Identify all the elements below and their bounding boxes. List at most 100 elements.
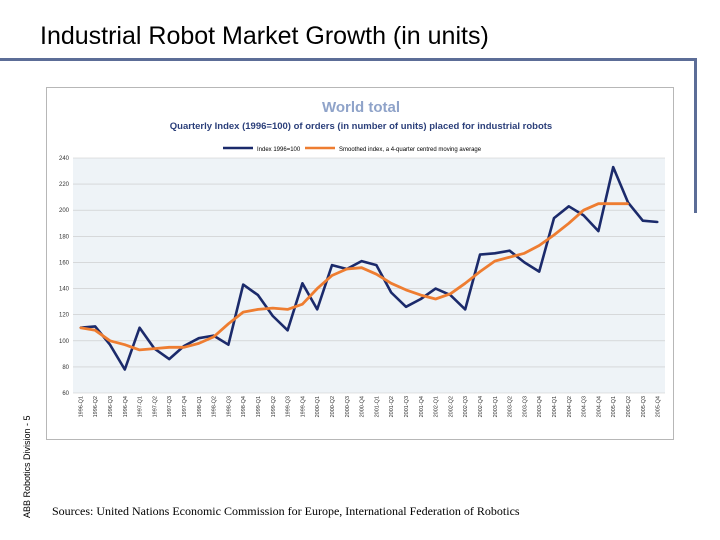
point-smoothed <box>582 209 585 212</box>
point-index <box>301 282 304 285</box>
point-smoothed <box>316 287 319 290</box>
point-smoothed <box>94 329 97 332</box>
point-index <box>434 287 437 290</box>
sources-note: Sources: United Nations Economic Commiss… <box>52 504 520 518</box>
point-smoothed <box>390 282 393 285</box>
x-tick-label: 2003-Q4 <box>537 396 543 417</box>
x-tick-label: 1996-Q3 <box>108 396 114 417</box>
y-tick-label: 160 <box>59 260 70 266</box>
x-tick-label: 2001-Q2 <box>389 396 395 417</box>
side-label: ABB Robotics Division - 5 <box>22 415 32 518</box>
point-smoothed <box>197 342 200 345</box>
series-line-smoothed <box>80 202 628 352</box>
x-tick-label: 2000-Q4 <box>360 396 366 417</box>
x-tick-label: 1999-Q1 <box>256 396 262 417</box>
point-smoothed <box>168 346 171 349</box>
point-index <box>286 329 289 332</box>
point-index <box>242 283 245 286</box>
y-tick-label: 140 <box>59 287 70 293</box>
x-tick-label: 1997-Q3 <box>167 396 173 417</box>
point-smoothed <box>553 234 555 236</box>
x-tick-label: 1998-Q2 <box>212 396 218 417</box>
x-tick-label: 2000-Q2 <box>330 396 336 417</box>
plot-area <box>73 158 665 393</box>
series-line-index <box>80 165 658 371</box>
point-index <box>508 249 511 252</box>
x-tick-label: 1997-Q2 <box>152 396 158 417</box>
legend: Index 1996=100 Smoothed index, a 4-quart… <box>223 146 482 153</box>
point-smoothed <box>301 303 304 306</box>
point-index <box>227 343 230 346</box>
point-smoothed <box>79 326 82 329</box>
point-index <box>612 166 615 169</box>
point-smoothed <box>375 273 378 276</box>
point-index <box>582 214 585 217</box>
point-index <box>553 217 555 220</box>
point-smoothed <box>153 347 156 350</box>
y-axis: 60 80 100 120 140 160 180 200 220 240 <box>59 156 70 397</box>
title-divider-right <box>694 58 697 213</box>
x-tick-label: 1996-Q1 <box>78 396 84 417</box>
point-smoothed <box>479 270 481 273</box>
x-tick-label: 1998-Q4 <box>241 396 247 417</box>
x-tick-label: 2003-Q3 <box>522 396 528 417</box>
chart-frame: World total Quarterly Index (1996=100) o… <box>46 87 674 440</box>
point-smoothed <box>331 274 333 277</box>
point-smoothed <box>123 343 126 346</box>
point-index <box>538 270 541 273</box>
legend-label-index: Index 1996=100 <box>257 147 301 153</box>
point-index <box>360 260 363 263</box>
point-index <box>464 308 467 311</box>
x-tick-label: 2002-Q1 <box>434 396 440 417</box>
y-tick-label: 220 <box>59 182 70 188</box>
point-index <box>597 230 600 233</box>
point-smoothed <box>419 294 422 297</box>
x-tick-label: 2000-Q3 <box>345 396 351 417</box>
point-smoothed <box>567 222 570 225</box>
x-tick-label: 2004-Q2 <box>567 396 573 417</box>
chart: World total Quarterly Index (1996=100) o… <box>47 88 673 439</box>
point-smoothed <box>493 260 496 263</box>
x-tick-label: 2000-Q1 <box>315 396 321 417</box>
point-smoothed <box>597 202 600 205</box>
point-smoothed <box>434 298 437 300</box>
y-tick-label: 120 <box>59 313 70 319</box>
title-divider <box>0 58 696 61</box>
point-index <box>109 343 111 346</box>
point-index <box>138 326 141 329</box>
point-index <box>316 308 319 311</box>
point-smoothed <box>109 339 111 342</box>
x-tick-label: 1999-Q3 <box>286 396 292 417</box>
point-index <box>197 337 200 340</box>
point-index <box>479 253 481 256</box>
point-smoothed <box>612 202 615 205</box>
x-tick-label: 2002-Q4 <box>478 396 484 417</box>
point-smoothed <box>360 266 363 269</box>
x-tick-label: 2005-Q2 <box>626 396 632 417</box>
point-smoothed <box>242 311 245 314</box>
point-smoothed <box>138 348 141 351</box>
x-tick-label: 1997-Q4 <box>182 396 188 417</box>
point-index <box>123 368 126 371</box>
chart-subtitle: Quarterly Index (1996=100) of orders (in… <box>170 121 552 132</box>
x-tick-label: 1999-Q2 <box>271 396 277 417</box>
grid <box>73 157 665 394</box>
x-tick-label: 1999-Q4 <box>300 396 306 417</box>
x-tick-label: 2003-Q2 <box>508 396 514 417</box>
x-tick-label: 2002-Q2 <box>448 396 454 417</box>
point-index <box>419 298 422 300</box>
x-tick-label: 2005-Q4 <box>656 396 662 417</box>
x-tick-label: 1997-Q1 <box>138 396 144 417</box>
point-smoothed <box>271 307 274 310</box>
point-index <box>405 305 407 308</box>
y-tick-label: 60 <box>62 391 69 397</box>
point-index <box>390 291 393 294</box>
point-smoothed <box>257 308 259 311</box>
point-smoothed <box>449 292 452 295</box>
point-smoothed <box>345 268 348 270</box>
x-tick-label: 2001-Q1 <box>374 396 380 417</box>
point-smoothed <box>405 288 407 291</box>
x-tick-label: 1998-Q3 <box>226 396 232 417</box>
y-tick-label: 100 <box>59 339 70 345</box>
y-tick-label: 180 <box>59 234 70 240</box>
